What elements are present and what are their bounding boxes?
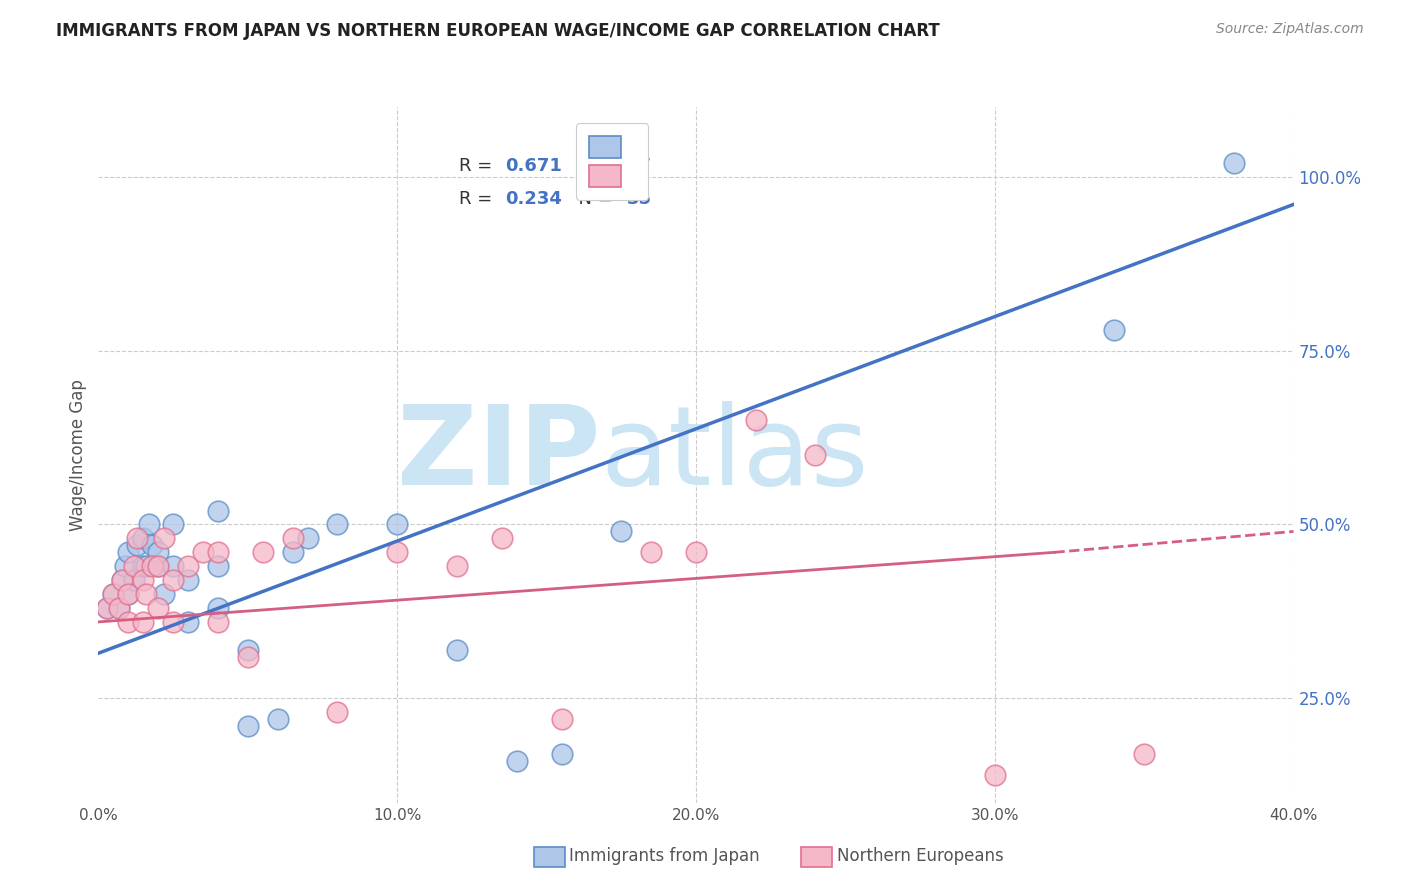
Point bbox=[207, 559, 229, 574]
Point bbox=[550, 747, 572, 761]
Point bbox=[153, 532, 176, 546]
Point bbox=[111, 573, 134, 587]
Point bbox=[148, 545, 170, 559]
Point bbox=[132, 573, 155, 587]
Text: N =: N = bbox=[567, 157, 619, 175]
Point bbox=[117, 545, 139, 559]
Point bbox=[640, 545, 662, 559]
Point bbox=[162, 517, 184, 532]
Point bbox=[745, 413, 768, 427]
Point bbox=[103, 587, 125, 601]
Text: 37: 37 bbox=[627, 157, 651, 175]
Point bbox=[135, 559, 157, 574]
Point bbox=[281, 532, 304, 546]
Point bbox=[297, 532, 319, 546]
Point bbox=[111, 573, 134, 587]
Text: IMMIGRANTS FROM JAPAN VS NORTHERN EUROPEAN WAGE/INCOME GAP CORRELATION CHART: IMMIGRANTS FROM JAPAN VS NORTHERN EUROPE… bbox=[56, 22, 941, 40]
Point bbox=[177, 559, 200, 574]
Point bbox=[506, 754, 529, 768]
Point bbox=[177, 573, 200, 587]
Point bbox=[207, 601, 229, 615]
Point bbox=[148, 559, 170, 574]
Point bbox=[162, 573, 184, 587]
Point bbox=[132, 532, 155, 546]
Point bbox=[177, 615, 200, 629]
Point bbox=[1223, 155, 1246, 169]
Text: 0.234: 0.234 bbox=[505, 190, 561, 208]
Point bbox=[127, 532, 149, 546]
Point bbox=[124, 573, 146, 587]
Point bbox=[236, 649, 259, 664]
Text: R =: R = bbox=[460, 157, 498, 175]
Legend: , : , bbox=[576, 123, 648, 200]
Point bbox=[1104, 323, 1126, 337]
Point bbox=[385, 517, 409, 532]
Point bbox=[207, 503, 229, 517]
Text: 0.671: 0.671 bbox=[505, 157, 561, 175]
Point bbox=[117, 587, 139, 601]
Point bbox=[207, 545, 229, 559]
Text: Northern Europeans: Northern Europeans bbox=[837, 847, 1004, 865]
Point bbox=[550, 712, 572, 726]
Point bbox=[191, 545, 214, 559]
Point bbox=[153, 587, 176, 601]
Point bbox=[141, 559, 163, 574]
Point bbox=[103, 587, 125, 601]
Point bbox=[685, 545, 707, 559]
Point bbox=[326, 706, 349, 720]
Y-axis label: Wage/Income Gap: Wage/Income Gap bbox=[69, 379, 87, 531]
Point bbox=[124, 559, 146, 574]
Point bbox=[207, 615, 229, 629]
Point bbox=[491, 532, 513, 546]
Point bbox=[446, 642, 468, 657]
Point bbox=[127, 538, 149, 552]
Text: atlas: atlas bbox=[600, 401, 869, 508]
Point bbox=[610, 524, 633, 539]
Point bbox=[446, 559, 468, 574]
Point bbox=[108, 601, 131, 615]
Point bbox=[141, 538, 163, 552]
Point bbox=[117, 615, 139, 629]
Point bbox=[804, 448, 827, 462]
Point bbox=[984, 768, 1007, 782]
Point bbox=[148, 559, 170, 574]
Point bbox=[162, 615, 184, 629]
Text: 35: 35 bbox=[627, 190, 651, 208]
Text: Source: ZipAtlas.com: Source: ZipAtlas.com bbox=[1216, 22, 1364, 37]
Point bbox=[135, 587, 157, 601]
Point bbox=[267, 712, 290, 726]
Point bbox=[236, 642, 259, 657]
Text: ZIP: ZIP bbox=[396, 401, 600, 508]
Point bbox=[132, 559, 155, 574]
Point bbox=[96, 601, 118, 615]
Point bbox=[108, 601, 131, 615]
Point bbox=[117, 587, 139, 601]
Point bbox=[132, 615, 155, 629]
Text: Immigrants from Japan: Immigrants from Japan bbox=[569, 847, 761, 865]
Point bbox=[148, 601, 170, 615]
Text: N =: N = bbox=[567, 190, 619, 208]
Point bbox=[138, 517, 160, 532]
Point bbox=[252, 545, 274, 559]
Point bbox=[236, 719, 259, 733]
Point bbox=[114, 559, 136, 574]
Point bbox=[326, 517, 349, 532]
Text: R =: R = bbox=[460, 190, 498, 208]
Point bbox=[385, 545, 409, 559]
Point bbox=[96, 601, 118, 615]
Point bbox=[281, 545, 304, 559]
Point bbox=[162, 559, 184, 574]
Point bbox=[1133, 747, 1156, 761]
